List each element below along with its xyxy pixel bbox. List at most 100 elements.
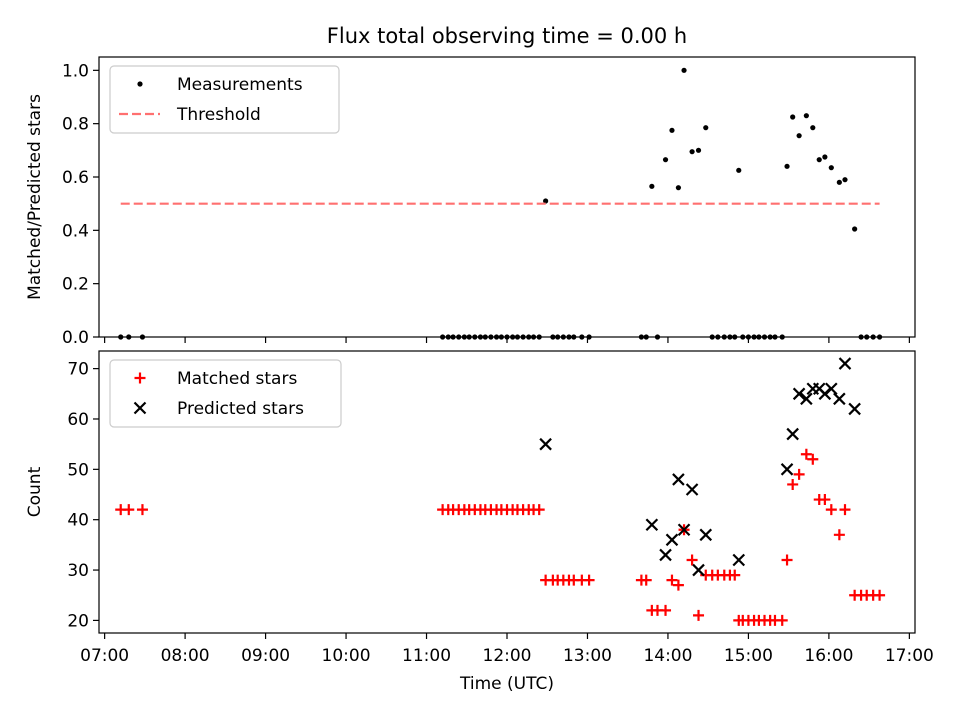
top-y-axis-label: Matched/Predicted stars — [25, 94, 45, 300]
bottom-x-tick-label: 07:00 — [80, 646, 129, 666]
matched-stars-point — [672, 579, 684, 591]
top-y-tick-label: 1.0 — [62, 61, 89, 81]
bottom-x-axis-label: Time (UTC) — [459, 674, 554, 694]
matched-stars-point — [123, 504, 135, 516]
matched-stars-point — [874, 589, 886, 601]
matched-stars-point — [640, 574, 652, 586]
predicted-stars-point — [699, 528, 713, 542]
measurements-point — [689, 149, 695, 155]
matched-stars-point — [793, 468, 805, 480]
matched-stars-point — [660, 604, 672, 616]
bottom-y-tick-label: 40 — [67, 511, 89, 531]
matched-stars-point — [825, 504, 837, 516]
predicted-stars-point — [665, 533, 679, 547]
bottom-x-tick-label: 16:00 — [804, 646, 853, 666]
matched-stars-point — [776, 614, 788, 626]
top-legend-box — [109, 65, 340, 134]
top-y-tick-label: 0.2 — [62, 275, 89, 295]
bottom-x-tick-label: 11:00 — [402, 646, 451, 666]
predicted-stars-point — [848, 402, 861, 416]
legend-threshold-label: Threshold — [176, 105, 261, 125]
bottom-x-tick-label: 08:00 — [161, 646, 210, 666]
measurements-point — [836, 179, 842, 185]
measurements-point — [803, 113, 809, 119]
matched-stars-point — [583, 574, 595, 586]
predicted-stars-point — [825, 382, 838, 396]
top-y-tick-label: 0.0 — [62, 328, 89, 348]
matched-stars-point — [833, 529, 845, 541]
matched-stars-point — [800, 448, 812, 460]
top-y-tick-label: 0.4 — [62, 221, 89, 241]
bottom-x-tick-label: 17:00 — [885, 646, 934, 666]
matched-stars-point — [666, 574, 678, 586]
legend-matched-stars-label: Matched stars — [177, 369, 297, 389]
matched-stars-point — [819, 494, 831, 506]
top-legend: Measurements Threshold — [109, 65, 340, 134]
bottom-x-tick-label: 12:00 — [483, 646, 532, 666]
bottom-axes-frame — [98, 350, 916, 634]
predicted-stars-point — [838, 357, 852, 370]
bottom-data-layer — [115, 357, 886, 626]
measurements-point — [828, 165, 834, 171]
measurements-point — [649, 183, 655, 189]
top-data-layer — [118, 67, 883, 340]
measurements-point — [669, 127, 675, 133]
measurements-point — [662, 157, 669, 163]
top-axes-frame — [98, 56, 916, 338]
bottom-y-tick-label: 30 — [67, 561, 89, 581]
measurements-point — [703, 125, 709, 131]
bottom-y-tick-label: 60 — [67, 410, 89, 430]
matched-stars-point — [686, 554, 698, 566]
matched-stars-point — [839, 504, 851, 516]
predicted-stars-point — [732, 553, 746, 567]
chart-title: Flux total observing time = 0.00 h — [327, 24, 687, 48]
measurements-point — [842, 177, 848, 183]
bottom-x-tick-label: 14:00 — [643, 646, 692, 666]
legend-predicted-stars-label: Predicted stars — [177, 399, 304, 419]
matched-stars-point — [807, 453, 819, 465]
bottom-x-tick-label: 10:00 — [322, 646, 371, 666]
predicted-stars-point — [692, 563, 705, 577]
measurements-point — [784, 163, 790, 169]
legend-measurements-swatch — [137, 81, 143, 87]
measurements-point — [543, 198, 549, 204]
top-panel: 0.0 0.2 0.4 0.6 0.8 1.0 Matched/Predicted star… — [25, 56, 916, 348]
bottom-panel: 20 30 40 50 60 70 07:00 08:00 09:00 10:00 11:00 12:… — [25, 350, 934, 694]
bottom-y-axis-label: Count — [25, 466, 45, 517]
measurements-point — [695, 147, 702, 153]
bottom-x-tick-label: 15:00 — [724, 646, 773, 666]
predicted-stars-point — [672, 473, 685, 486]
legend-matched-stars-swatch — [134, 372, 146, 384]
bottom-y-tick-label: 50 — [67, 460, 89, 480]
bottom-legend-box — [109, 359, 342, 428]
matched-stars-point — [136, 504, 148, 516]
measurements-point — [675, 185, 682, 191]
bottom-x-tick-label: 13:00 — [563, 646, 612, 666]
matched-stars-point — [693, 609, 705, 621]
measurements-point — [810, 125, 816, 131]
predicted-stars-point — [800, 392, 813, 406]
measurements-point — [681, 67, 687, 73]
predicted-stars-point — [659, 548, 672, 562]
measurements-point — [816, 157, 822, 163]
matched-stars-point — [781, 554, 793, 566]
predicted-stars-point — [677, 523, 691, 537]
predicted-stars-point — [833, 392, 846, 406]
measurements-point — [736, 167, 742, 173]
legend-predicted-stars-swatch — [133, 401, 147, 415]
predicted-stars-point — [792, 387, 806, 401]
top-y-tick-label: 0.6 — [62, 168, 89, 188]
measurements-point — [822, 154, 828, 160]
measurements-point — [852, 226, 858, 232]
legend-measurements-label: Measurements — [177, 75, 303, 95]
bottom-legend: Matched stars Predicted stars — [109, 359, 342, 428]
bottom-x-tick-label: 09:00 — [241, 646, 290, 666]
matched-stars-point — [787, 478, 799, 490]
measurements-point — [796, 133, 802, 139]
predicted-stars-point — [645, 518, 659, 532]
top-y-tick-label: 0.8 — [62, 115, 89, 135]
bottom-y-tick-label: 20 — [67, 611, 89, 631]
matched-stars-point — [729, 569, 741, 581]
